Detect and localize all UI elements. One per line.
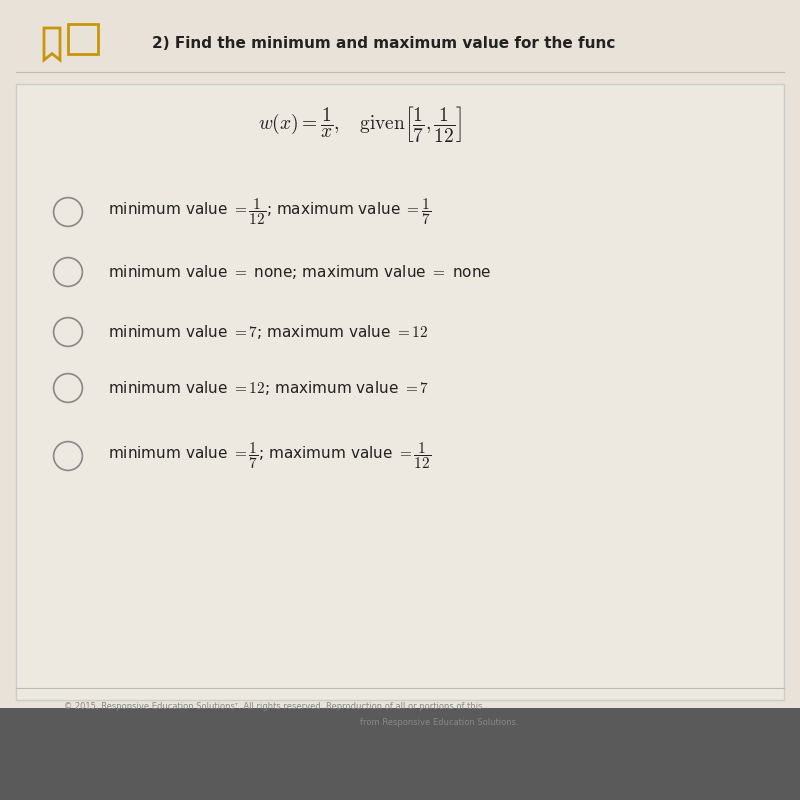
Text: © 2015, Responsive Education Solutionsᵀ. All rights reserved. Reproduction of al: © 2015, Responsive Education Solutionsᵀ.… [64,702,482,711]
Text: $w(x) = \dfrac{1}{x},\quad \mathrm{given}\left[\dfrac{1}{7}, \dfrac{1}{12}\right: $w(x) = \dfrac{1}{x},\quad \mathrm{given… [258,104,462,144]
FancyBboxPatch shape [16,84,784,700]
Text: minimum value $= 7$; maximum value $= 12$: minimum value $= 7$; maximum value $= 12… [108,323,429,341]
Text: minimum value $= \dfrac{1}{7}$; maximum value $= \dfrac{1}{12}$: minimum value $= \dfrac{1}{7}$; maximum … [108,441,431,471]
Text: minimum value $= 12$; maximum value $= 7$: minimum value $= 12$; maximum value $= 7… [108,379,429,397]
Text: minimum value $=$ none; maximum value $=$ none: minimum value $=$ none; maximum value $=… [108,263,491,281]
Text: minimum value $= \dfrac{1}{12}$; maximum value $= \dfrac{1}{7}$: minimum value $= \dfrac{1}{12}$; maximum… [108,197,431,227]
Text: 2) Find the minimum and maximum value for the func: 2) Find the minimum and maximum value fo… [152,37,615,51]
Bar [0,708,800,800]
Text: from Responsive Education Solutions.: from Responsive Education Solutions. [360,718,518,727]
